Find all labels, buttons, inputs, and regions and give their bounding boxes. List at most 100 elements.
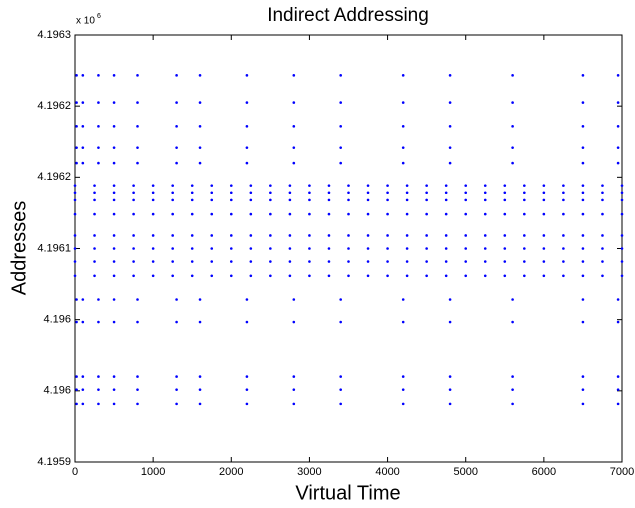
point xyxy=(616,320,620,324)
point xyxy=(464,198,468,202)
point xyxy=(97,161,100,165)
point xyxy=(269,184,272,187)
y-tick-label: 4.1963 xyxy=(37,29,71,41)
point xyxy=(81,320,85,324)
point xyxy=(190,260,194,263)
point xyxy=(81,388,85,391)
point xyxy=(405,198,409,202)
point xyxy=(175,375,178,378)
point xyxy=(581,184,585,187)
point xyxy=(425,234,428,237)
point xyxy=(542,274,546,278)
point xyxy=(198,298,202,301)
point xyxy=(245,74,249,77)
point xyxy=(288,191,292,195)
point xyxy=(190,212,194,216)
point xyxy=(616,146,620,149)
x-tick-label: 5000 xyxy=(453,466,477,478)
point xyxy=(448,388,452,391)
point xyxy=(444,274,448,278)
point xyxy=(210,212,214,216)
point xyxy=(405,260,409,263)
point xyxy=(483,247,487,250)
point xyxy=(229,260,233,263)
point xyxy=(97,320,100,324)
point xyxy=(601,260,604,263)
point xyxy=(97,146,100,149)
point xyxy=(198,101,202,104)
point xyxy=(620,247,624,250)
point xyxy=(444,198,448,202)
point xyxy=(339,125,342,128)
point xyxy=(190,274,194,278)
point xyxy=(198,146,202,149)
point xyxy=(347,198,350,202)
point xyxy=(503,234,507,237)
point xyxy=(581,161,585,165)
point xyxy=(93,234,96,237)
point xyxy=(581,125,585,128)
point xyxy=(249,198,253,202)
point xyxy=(81,125,85,128)
point xyxy=(581,388,585,391)
point xyxy=(562,234,565,237)
point xyxy=(151,274,155,278)
point xyxy=(366,247,370,250)
point xyxy=(511,298,514,301)
point xyxy=(327,184,331,187)
point xyxy=(581,274,585,278)
point xyxy=(97,298,100,301)
point xyxy=(292,125,296,128)
point xyxy=(339,298,342,301)
point xyxy=(405,191,409,195)
point xyxy=(73,274,77,278)
point xyxy=(292,101,296,104)
point xyxy=(366,191,370,195)
point xyxy=(483,260,487,263)
point xyxy=(444,247,448,250)
point xyxy=(511,74,514,77)
point xyxy=(292,146,296,149)
point xyxy=(347,247,350,250)
point xyxy=(503,247,507,250)
point xyxy=(136,298,139,301)
point xyxy=(523,212,526,216)
point xyxy=(112,212,116,216)
point xyxy=(444,234,448,237)
point xyxy=(386,212,389,216)
point xyxy=(190,234,194,237)
point xyxy=(339,161,342,165)
point xyxy=(75,320,78,324)
point xyxy=(523,234,526,237)
point xyxy=(245,101,249,104)
point xyxy=(601,274,604,278)
point xyxy=(175,161,178,165)
point xyxy=(288,260,292,263)
point xyxy=(616,402,620,406)
point xyxy=(81,74,85,77)
point xyxy=(511,320,514,324)
point xyxy=(562,198,565,202)
point xyxy=(269,234,272,237)
point xyxy=(386,247,389,250)
point xyxy=(601,234,604,237)
point xyxy=(616,101,620,104)
point xyxy=(347,191,350,195)
point xyxy=(171,247,174,250)
point xyxy=(75,125,78,128)
point xyxy=(386,198,389,202)
point xyxy=(112,161,116,165)
point xyxy=(401,298,405,301)
point xyxy=(616,125,620,128)
point xyxy=(601,191,604,195)
point xyxy=(210,274,214,278)
point xyxy=(210,198,214,202)
point xyxy=(97,402,100,406)
point xyxy=(581,212,585,216)
point xyxy=(245,320,249,324)
point xyxy=(229,234,233,237)
point xyxy=(448,402,452,406)
point xyxy=(581,234,585,237)
point xyxy=(401,125,405,128)
point xyxy=(229,191,233,195)
